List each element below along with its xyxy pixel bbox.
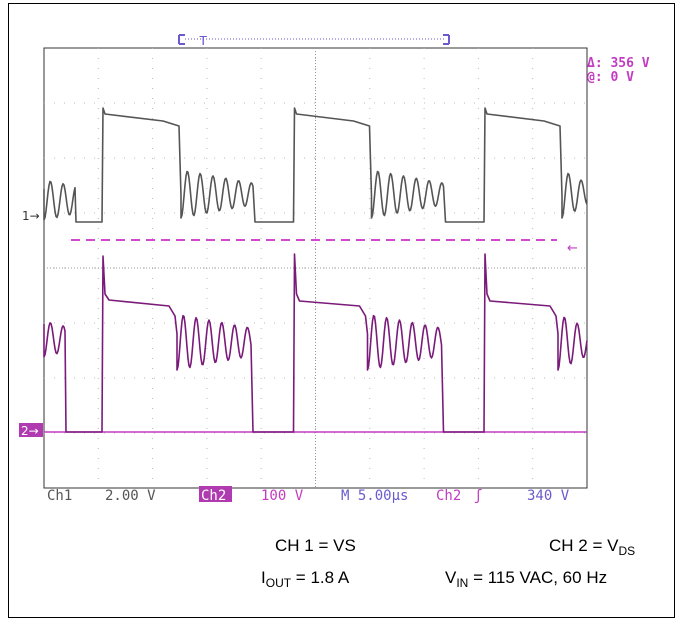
trigger-source: Ch2 (436, 488, 461, 504)
ch1-scale: 2.00 V (105, 488, 156, 504)
ch1-trace (43, 107, 588, 223)
trigger-level: 340 V (527, 488, 570, 504)
timebase: M 5.00µs (341, 488, 408, 504)
oscilloscope-screen: T Δ: 356 V @: 0 V 1→ ← 2→ Ch1 2.00 V Ch2… (19, 34, 650, 504)
traces (43, 107, 588, 433)
ch2-scale: 100 V (261, 488, 304, 504)
ch1-label: Ch1 (47, 488, 72, 504)
ch2-label: Ch2 (201, 488, 226, 504)
caption-iout: IOUT = 1.8 A (261, 568, 350, 590)
graticule (43, 47, 588, 489)
trigger-level-arrow: ← (567, 241, 578, 256)
ch2-label-bg (199, 486, 232, 502)
status-bar: Ch1 2.00 V Ch2 100 V M 5.00µs Ch2 ʃ 340 … (47, 486, 570, 504)
caption-ch1: CH 1 = VS (275, 536, 356, 555)
ch1-marker: 1→ (22, 209, 40, 223)
trigger-t-marker: T (199, 34, 207, 50)
trigger-slope-icon: ʃ (474, 488, 482, 504)
caption-ch2: CH 2 = VDS (549, 536, 636, 558)
trigger-position-bracket: T (178, 34, 450, 50)
caption-vin: VIN = 115 VAC, 60 Hz (445, 568, 608, 590)
ch2-marker: 2→ (21, 424, 39, 438)
ch2-marker-bg (19, 423, 43, 437)
delta-readout: Δ: 356 V (587, 56, 650, 71)
figure-frame: T Δ: 356 V @: 0 V 1→ ← 2→ Ch1 2.00 V Ch2… (8, 3, 675, 618)
ch2-trace (43, 253, 588, 433)
at-readout: @: 0 V (587, 70, 634, 85)
